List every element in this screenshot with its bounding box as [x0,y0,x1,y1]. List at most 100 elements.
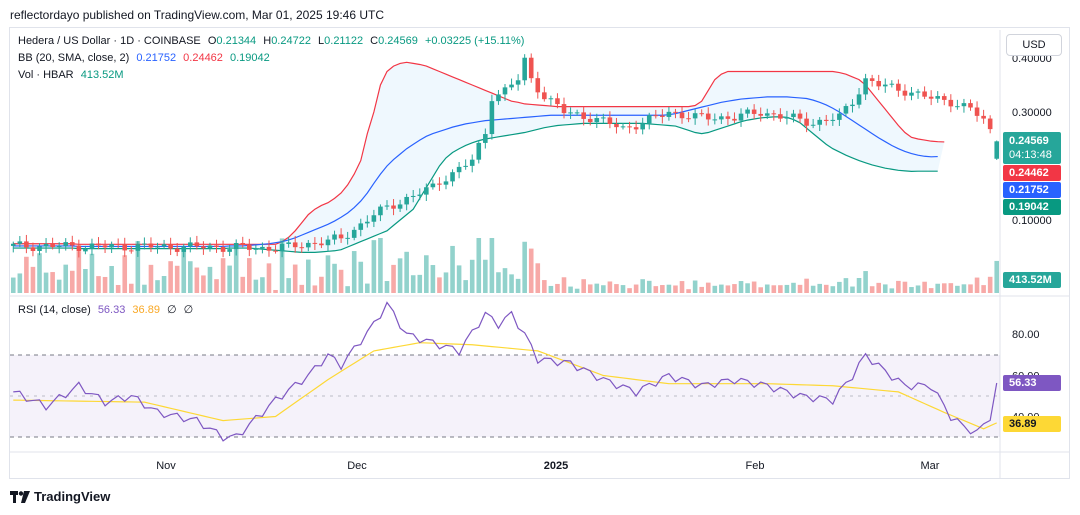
volume-bar [522,241,527,293]
volume-badge: 413.52M [1003,272,1061,288]
volume-bar [220,258,226,293]
volume-bar [863,271,868,293]
candle-body [653,115,659,117]
volume-bar [850,286,855,293]
candle-body [279,243,285,251]
currency-unit-button[interactable]: USD [1006,34,1062,56]
volume-bar [83,269,88,293]
candle-body [889,83,895,85]
volume-bar [214,279,219,293]
candle-body [233,242,239,250]
volume-bar [955,285,960,293]
volume-bar [607,281,613,293]
candle-body [863,78,868,95]
volume-bar [837,281,842,293]
volume-bar [188,261,193,293]
candle-body [266,246,272,251]
candle-body [712,119,718,121]
volume-bar [568,286,573,293]
volume-bar [555,283,560,293]
candle-body [489,101,495,135]
volume-bar [791,282,796,293]
footer-brand[interactable]: TradingView [10,489,110,504]
volume-bar [941,283,947,293]
candle-body [555,98,560,105]
volume-bar [535,263,541,293]
volume-bar [627,288,632,293]
bb-legend[interactable]: BB (20, SMA, close, 2) 0.21752 0.24462 0… [18,52,270,64]
candle-body [745,109,750,114]
candle-body [758,113,763,116]
volume-bar [109,266,114,293]
candle-body [89,243,95,249]
candle-body [469,159,475,166]
candle-body [201,246,206,249]
volume-bar [968,284,973,293]
volume-bar [528,248,534,293]
symbol-title[interactable]: Hedera / US Dollar · 1D · COINBASE [18,35,201,47]
volume-bar [764,284,770,293]
candle-body [548,98,554,100]
candle-body [122,244,128,251]
candle-body [948,99,954,107]
volume-bar [843,278,849,293]
volume-bar [89,253,95,293]
candle-body [135,244,141,251]
candle-body [109,244,114,248]
volume-bar [987,276,993,293]
candle-body [725,116,731,119]
chart-frame [9,27,1070,479]
volume-bar [653,286,659,293]
volume-bar [542,280,547,293]
volume-bar [778,285,783,293]
candle-body [882,84,888,87]
candle-body [220,247,226,252]
volume-bar [397,258,403,293]
candle-body [692,113,698,119]
candle-body [155,246,160,248]
candle-body [358,223,364,230]
volume-legend[interactable]: Vol · HBAR 413.52M [18,69,124,81]
candle-body [784,117,790,119]
bb-lower-badge: 0.19042 [1003,199,1061,215]
volume-bar [797,284,803,293]
volume-bar [443,272,449,293]
volume-bar [142,284,147,293]
candle-body [168,244,173,249]
candle-body [456,166,462,173]
volume-bar [155,280,160,293]
volume-bar [69,270,75,293]
volume-bar [509,274,514,293]
candle-body [935,96,941,99]
candle-body [17,241,23,244]
volume-bar [902,281,908,293]
candle-body [974,107,980,116]
volume-bar [679,281,685,293]
candle-body [581,112,586,119]
volume-bar [207,266,213,293]
rsi-legend[interactable]: RSI (14, close) 56.33 36.89 ∅ ∅ [18,304,194,316]
volume-bar [909,287,914,293]
candle-body [666,111,672,117]
candle-body [686,118,691,120]
volume-bar [351,251,357,293]
bb-upper-badge: 0.24462 [1003,165,1061,181]
volume-bar [633,284,639,293]
candle-body [24,241,29,248]
bb-lower-line [13,116,938,253]
candle-body [869,78,875,81]
tradingview-logo-icon [10,490,30,503]
volume-bar [76,251,82,293]
candle-body [922,91,927,97]
volume-bar [345,286,350,293]
candle-body [76,245,82,252]
volume-bar [286,278,291,293]
volume-value: 413.52M [80,69,124,81]
volume-bar [751,281,757,293]
volume-bar [699,286,704,293]
candle-body [188,242,193,247]
candle-body [528,57,534,79]
volume-bar [640,279,645,293]
candle-body [627,126,632,128]
